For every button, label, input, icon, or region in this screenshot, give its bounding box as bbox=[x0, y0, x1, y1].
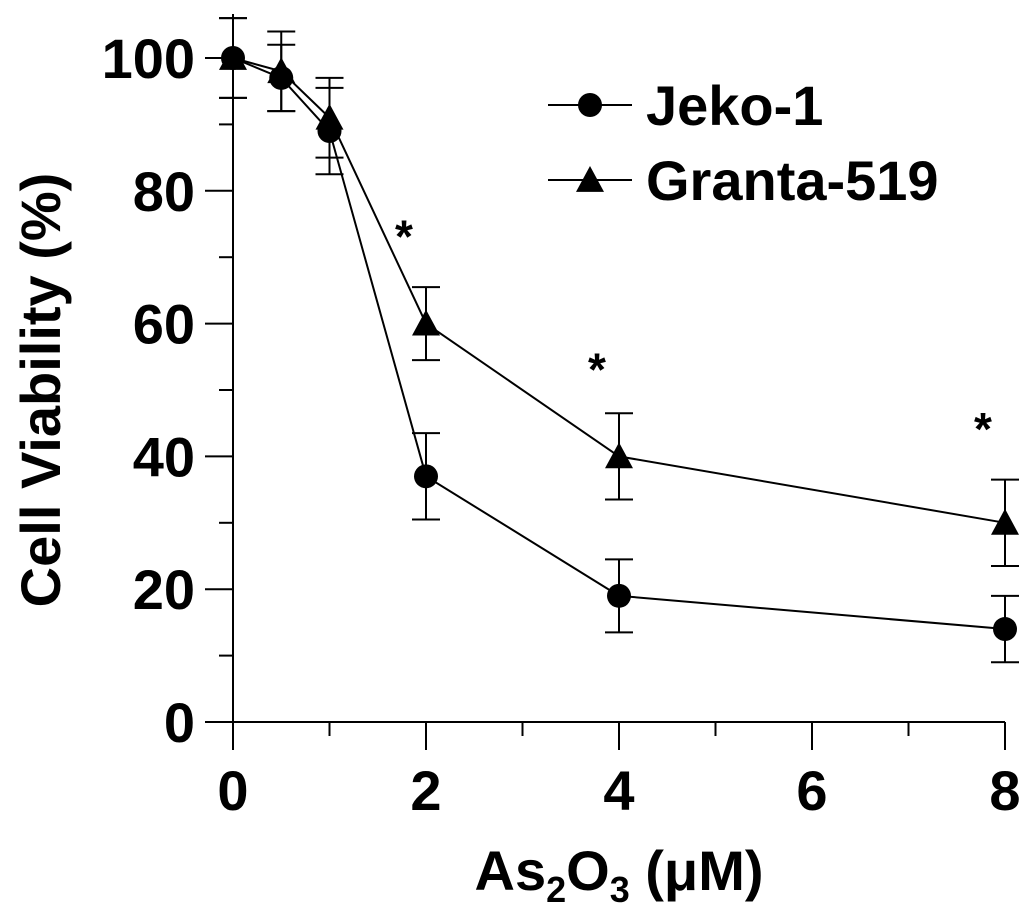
x-tick-label: 8 bbox=[989, 759, 1020, 822]
y-tick-label: 40 bbox=[133, 425, 195, 488]
legend-label: Jeko-1 bbox=[646, 74, 823, 137]
significance-marker: * bbox=[974, 403, 992, 455]
legend: Jeko-1 Granta-519 bbox=[548, 74, 939, 212]
legend-entry: Granta-519 bbox=[548, 149, 939, 212]
data-point bbox=[993, 617, 1017, 641]
data-point bbox=[607, 584, 631, 608]
x-axis-title-part: 3 bbox=[610, 869, 630, 904]
y-axis-title: Cell Viability (%) bbox=[9, 173, 72, 608]
y-tick-label: 0 bbox=[164, 691, 195, 754]
data-point bbox=[414, 464, 438, 488]
data-point bbox=[605, 442, 633, 468]
x-tick-label: 0 bbox=[217, 759, 248, 822]
series-line bbox=[233, 58, 1005, 629]
y-tick-label: 100 bbox=[102, 27, 195, 90]
x-axis-title-part: O bbox=[566, 839, 610, 902]
y-tick-label: 80 bbox=[133, 160, 195, 223]
data-point bbox=[412, 310, 440, 336]
series-jeko-1 bbox=[219, 18, 1019, 662]
legend-label: Granta-519 bbox=[646, 149, 939, 212]
significance-marker: * bbox=[588, 343, 606, 395]
series-layer bbox=[219, 18, 1019, 662]
legend-marker bbox=[576, 166, 604, 192]
x-axis-title-part: (μM) bbox=[630, 839, 764, 902]
legend-marker bbox=[578, 93, 602, 117]
data-point bbox=[267, 57, 295, 83]
x-tick-label: 2 bbox=[410, 759, 441, 822]
legend-entry: Jeko-1 bbox=[548, 74, 823, 137]
x-tick-label: 4 bbox=[603, 759, 634, 822]
x-axis-title-part: 2 bbox=[546, 869, 566, 904]
x-axis-title-part: As bbox=[475, 839, 547, 902]
x-tick-label: 6 bbox=[796, 759, 827, 822]
y-tick-label: 20 bbox=[133, 558, 195, 621]
y-tick-label: 60 bbox=[133, 293, 195, 356]
x-axis-title: As2O3 (μM) bbox=[475, 839, 764, 904]
significance-marker: * bbox=[395, 211, 413, 263]
series-granta-519 bbox=[219, 18, 1019, 566]
